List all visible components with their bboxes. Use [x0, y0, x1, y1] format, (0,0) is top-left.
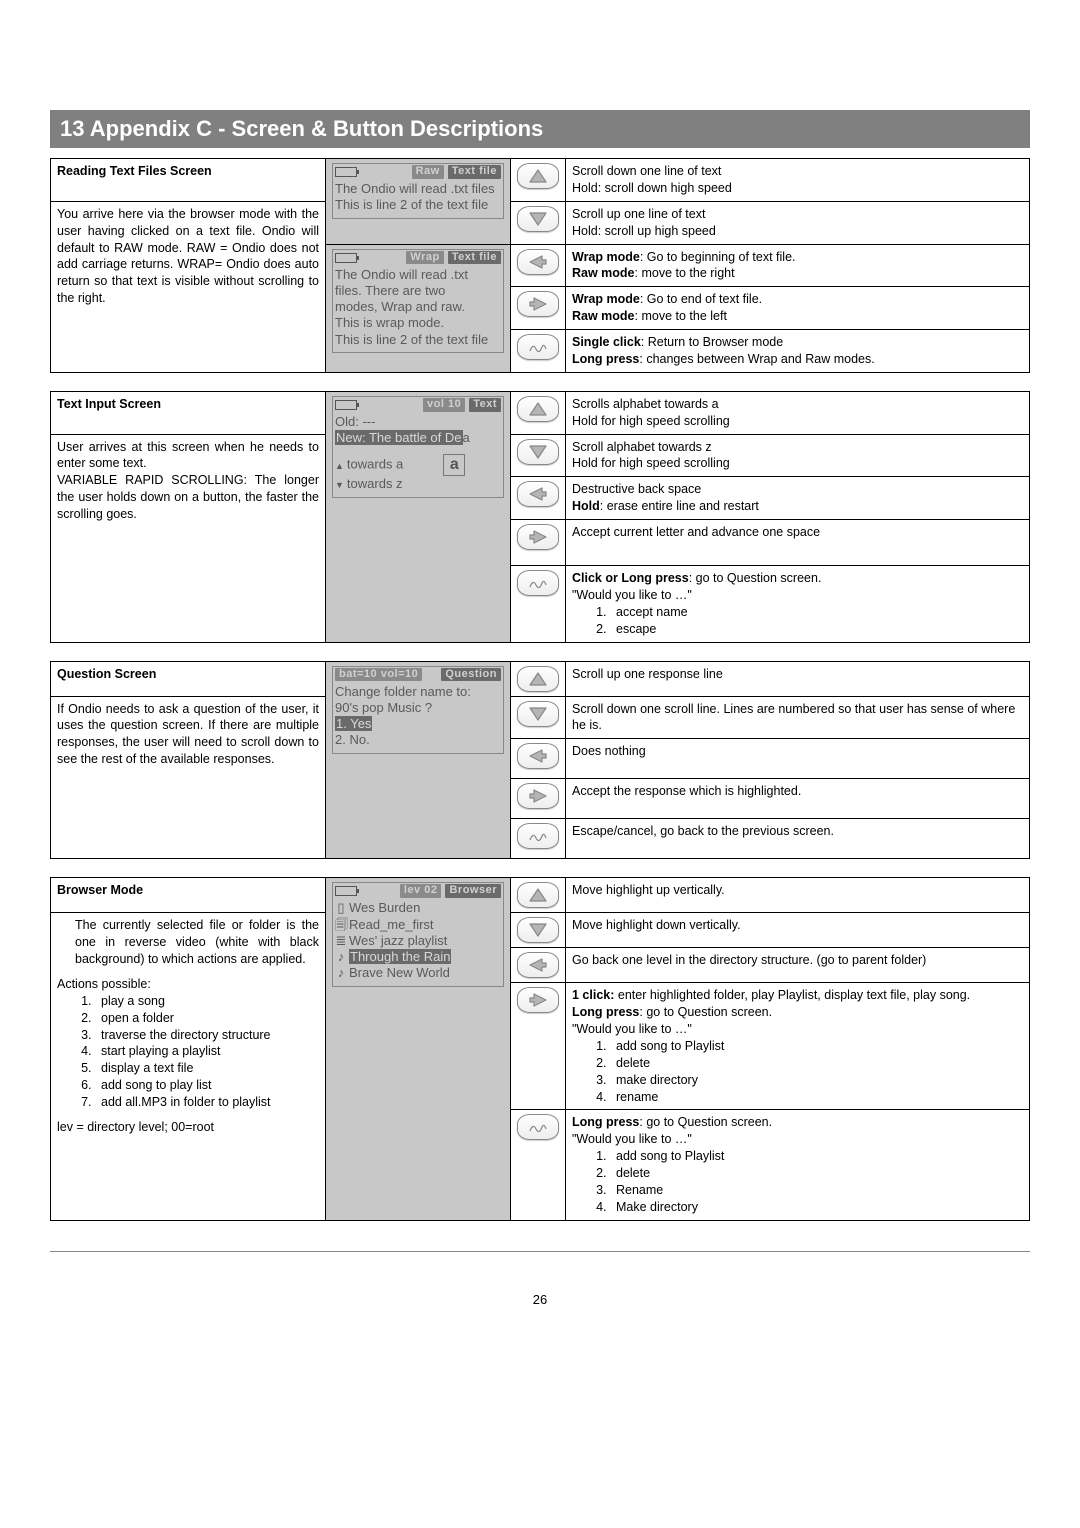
- section-browser-mode: Browser Mode lev 02Browser ▯Wes Burden🗐R…: [50, 877, 1030, 1220]
- s4-r3: 1 click: enter highlighted folder, play …: [566, 983, 1030, 1110]
- btn-icon: [511, 477, 566, 520]
- s1-r0: Scroll down one line of textHold: scroll…: [566, 159, 1030, 202]
- btn-icon: [511, 779, 566, 819]
- s4-r2: Go back one level in the directory struc…: [566, 948, 1030, 983]
- btn-icon: [511, 696, 566, 739]
- section-text-input: Text Input Screen vol 10Text Old: --- Ne…: [50, 391, 1030, 643]
- s2-r4: Click or Long press: go to Question scre…: [566, 566, 1030, 643]
- s2-r0: Scrolls alphabet towards aHold for high …: [566, 391, 1030, 434]
- s2-r1: Scroll alphabet towards zHold for high s…: [566, 434, 1030, 477]
- btn-icon: [511, 661, 566, 696]
- s4-r1: Move highlight down vertically.: [566, 913, 1030, 948]
- btn-icon: [511, 330, 566, 373]
- btn-icon: [511, 878, 566, 913]
- footer-rule: [50, 1251, 1030, 1252]
- btn-icon: [511, 201, 566, 244]
- s1-lcd-cell: RawText fileThe Ondio will read .txt fil…: [326, 159, 511, 245]
- s4-desc: The currently selected file or folder is…: [51, 913, 326, 1220]
- page-number: 26: [50, 1292, 1030, 1307]
- s2-r3: Accept current letter and advance one sp…: [566, 520, 1030, 566]
- s4-r0: Move highlight up vertically.: [566, 878, 1030, 913]
- btn-icon: [511, 739, 566, 779]
- s3-r2: Does nothing: [566, 739, 1030, 779]
- btn-icon: [511, 159, 566, 202]
- s4-desc-intro: The currently selected file or folder is…: [75, 917, 319, 968]
- s1-r2: Wrap mode: Go to beginning of text file.…: [566, 244, 1030, 287]
- btn-icon: [511, 913, 566, 948]
- s3-r0: Scroll up one response line: [566, 661, 1030, 696]
- s1-r1: Scroll up one line of textHold: scroll u…: [566, 201, 1030, 244]
- s4-actions-list: play a songopen a foldertraverse the dir…: [87, 993, 319, 1111]
- s3-r1: Scroll down one scroll line. Lines are n…: [566, 696, 1030, 739]
- s2-lcd-cell: vol 10Text Old: --- New: The battle of D…: [326, 391, 511, 642]
- btn-icon: [511, 391, 566, 434]
- s3-desc: If Ondio needs to ask a question of the …: [51, 696, 326, 859]
- btn-icon: [511, 566, 566, 643]
- s2-title: Text Input Screen: [51, 391, 326, 434]
- s2-desc: User arrives at this screen when he need…: [51, 434, 326, 642]
- s3-title: Question Screen: [51, 661, 326, 696]
- btn-icon: [511, 287, 566, 330]
- s3-r3: Accept the response which is highlighted…: [566, 779, 1030, 819]
- s1-desc: You arrive here via the browser mode wit…: [51, 201, 326, 372]
- s4-lev-note: lev = directory level; 00=root: [57, 1119, 319, 1136]
- s2-r2: Destructive back spaceHold: erase entire…: [566, 477, 1030, 520]
- s1-r4: Single click: Return to Browser modeLong…: [566, 330, 1030, 373]
- section-banner: 13 Appendix C - Screen & Button Descript…: [50, 110, 1030, 148]
- s1-r3: Wrap mode: Go to end of text file.Raw mo…: [566, 287, 1030, 330]
- s1-title: Reading Text Files Screen: [51, 159, 326, 202]
- btn-icon: [511, 520, 566, 566]
- btn-icon: [511, 244, 566, 287]
- s3-r4: Escape/cancel, go back to the previous s…: [566, 819, 1030, 859]
- s4-lcd-cell: lev 02Browser ▯Wes Burden🗐Read_me_first≣…: [326, 878, 511, 1220]
- section-reading-text-files: Reading Text Files Screen RawText fileTh…: [50, 158, 1030, 373]
- btn-icon: [511, 948, 566, 983]
- s3-lcd-cell: bat=10 vol=10Question Change folder name…: [326, 661, 511, 859]
- btn-icon: [511, 983, 566, 1110]
- s4-actions-label: Actions possible:: [57, 976, 319, 993]
- section-question: Question Screen bat=10 vol=10Question Ch…: [50, 661, 1030, 860]
- btn-icon: [511, 819, 566, 859]
- btn-icon: [511, 434, 566, 477]
- s4-r4: Long press: go to Question screen."Would…: [566, 1110, 1030, 1220]
- s4-title: Browser Mode: [51, 878, 326, 913]
- s1-lcd-cell2: WrapText fileThe Ondio will read .txtfil…: [326, 244, 511, 372]
- btn-icon: [511, 1110, 566, 1220]
